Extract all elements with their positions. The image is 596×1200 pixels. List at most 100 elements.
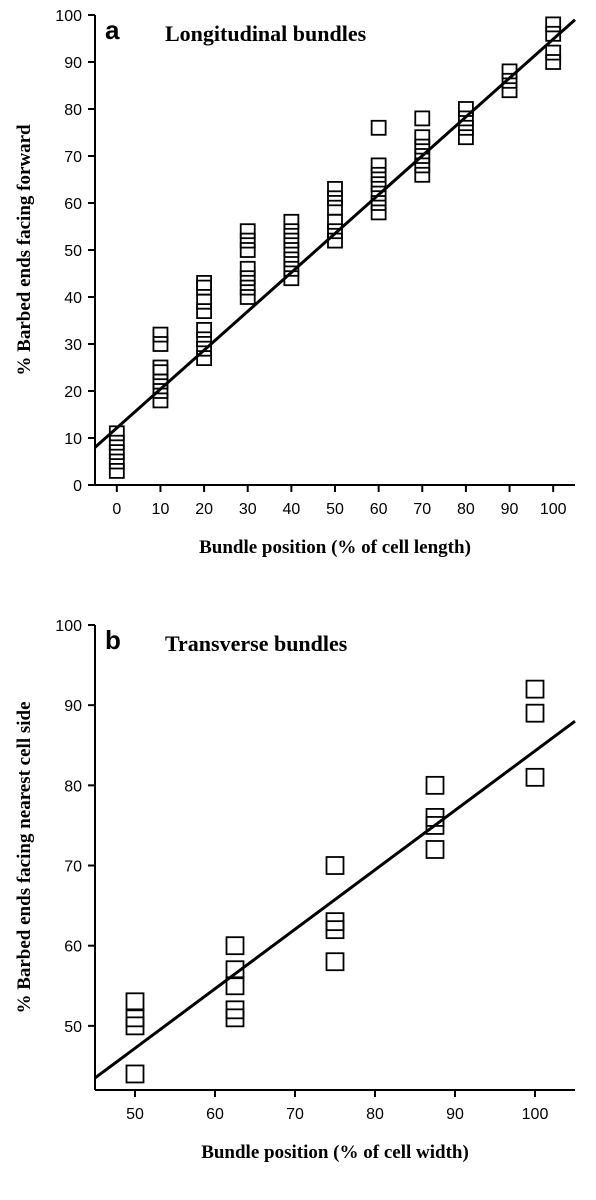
data-marker [427,777,444,794]
x-tick-label: 10 [152,501,170,518]
y-tick-label: 0 [73,478,82,495]
data-marker [153,393,167,407]
data-marker [328,215,342,229]
data-marker [527,681,544,698]
data-marker [546,55,560,69]
data-marker [328,234,342,248]
y-tick-label: 50 [64,1019,82,1036]
data-points [110,17,560,478]
y-tick-label: 60 [64,196,82,213]
x-tick-label: 90 [501,501,519,518]
y-tick-label: 90 [64,698,82,715]
x-axis-label: Bundle position (% of cell length) [199,537,471,558]
data-marker [546,17,560,31]
data-marker [127,1065,144,1082]
data-marker [503,83,517,97]
y-axis-label: % Barbed ends facing forward [14,124,35,376]
x-tick-label: 40 [282,501,300,518]
y-tick-label: 80 [64,102,82,119]
data-marker [241,271,255,285]
x-tick-label: 70 [286,1106,304,1123]
y-tick-label: 40 [64,290,82,307]
y-tick-label: 20 [64,384,82,401]
data-marker [372,121,386,135]
y-tick-label: 100 [55,8,82,25]
data-marker [415,111,429,125]
x-tick-label: 100 [540,501,567,518]
x-tick-label: 80 [457,501,475,518]
data-marker [527,705,544,722]
data-marker [127,993,144,1010]
data-marker [241,243,255,257]
y-tick-label: 90 [64,55,82,72]
data-marker [110,455,124,469]
panel_a-svg: 0 10 20 30 40 50 60 70 80 90 100 0 10 20 30 40 50 60 70 80 9… [0,0,596,600]
y-ticks: 5060708090100 [55,618,95,1036]
data-marker [110,445,124,459]
data-marker [197,304,211,318]
data-marker [284,215,298,229]
panel-letter: a [105,15,120,45]
panel-title: Transverse bundles [165,631,348,656]
x-tick-label: 100 [522,1106,549,1123]
data-marker [284,252,298,266]
x-tick-label: 50 [126,1106,144,1123]
data-marker [197,276,211,290]
y-tick-label: 50 [64,243,82,260]
x-tick-label: 60 [206,1106,224,1123]
x-tick-label: 70 [413,501,431,518]
x-tick-label: 0 [112,501,121,518]
y-tick-label: 10 [64,431,82,448]
data-marker [327,953,344,970]
x-tick-label: 80 [366,1106,384,1123]
data-marker [153,337,167,351]
data-marker [241,224,255,238]
x-tick-label: 20 [195,501,213,518]
panel-title: Longitudinal bundles [165,21,367,46]
y-axis-label: % Barbed ends facing nearest cell side [14,701,35,1013]
panel-b: 50607080901005060708090100bTransverse bu… [0,600,596,1200]
data-marker [197,295,211,309]
data-marker [415,130,429,144]
data-marker [153,361,167,375]
figure-wrap: 0 10 20 30 40 50 60 70 80 90 100 0 10 20 30 40 50 60 70 80 9… [0,0,596,1200]
data-marker [284,243,298,257]
data-marker [328,182,342,196]
data-marker [372,158,386,172]
x-tick-label: 60 [370,501,388,518]
data-marker [415,168,429,182]
y-tick-label: 30 [64,337,82,354]
data-marker [328,201,342,215]
data-marker [227,937,244,954]
data-marker [197,323,211,337]
y-tick-label: 70 [64,859,82,876]
data-marker [153,328,167,342]
data-marker [241,262,255,276]
y-tick-label: 60 [64,939,82,956]
x-axis-label: Bundle position (% of cell width) [201,1142,469,1163]
fit-line [95,721,575,1078]
data-marker [153,365,167,379]
data-marker [327,857,344,874]
data-marker [527,769,544,786]
x-tick-label: 90 [446,1106,464,1123]
x-ticks: 0 10 20 30 40 50 60 70 80 90 100 [112,485,566,518]
data-marker [110,436,124,450]
data-marker [546,46,560,60]
data-marker [372,168,386,182]
data-marker [427,841,444,858]
x-tick-label: 30 [239,501,257,518]
data-marker [284,224,298,238]
y-tick-label: 80 [64,778,82,795]
x-tick-label: 50 [326,501,344,518]
panel-a: 0 10 20 30 40 50 60 70 80 90 100 0 10 20 30 40 50 60 70 80 9… [0,0,596,600]
panel-letter: b [105,625,121,655]
data-marker [241,234,255,248]
data-marker [241,290,255,304]
data-marker [284,234,298,248]
x-ticks: 50 60 70 80 90 100 [126,1090,548,1123]
panel_b-svg: 50607080901005060708090100bTransverse bu… [0,600,596,1200]
data-marker [197,281,211,295]
data-marker [241,281,255,295]
y-tick-label: 70 [64,149,82,166]
